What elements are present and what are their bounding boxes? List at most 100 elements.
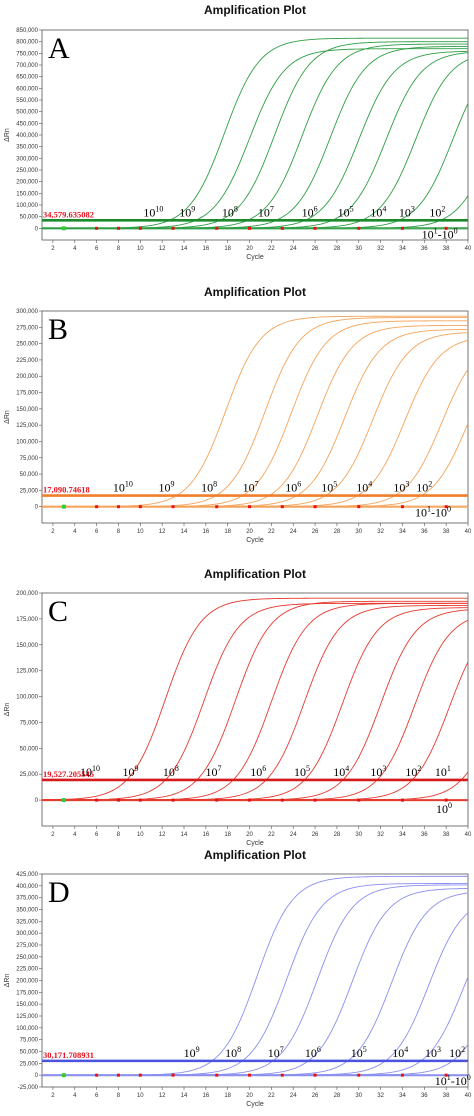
x-tick-label: 12 [159,246,166,252]
dilution-base: 10 [179,205,191,219]
x-tick-label: 4 [73,529,77,535]
range-end-base: -10 [438,227,454,241]
dilution-label: 106 [305,1045,321,1060]
panel-letter: D [48,876,70,909]
amplification-curves [42,875,468,1077]
y-tick-label: 75,000 [20,720,39,726]
dilution-base: 10 [416,481,428,495]
dilution-base: 10 [159,481,171,495]
y-tick-label: 175,000 [16,391,38,397]
x-tick-label: 38 [443,1093,450,1099]
y-tick-label: 400,000 [16,133,38,139]
x-tick-label: 22 [268,529,275,535]
dilution-range-label: 101-100 [435,1073,471,1088]
plot-title: Amplification Plot [204,3,306,17]
range-start-exponent: 1 [427,505,431,514]
baseline-marker [95,1073,99,1077]
baseline-marker [357,798,361,802]
dilution-base: 10 [268,1046,280,1060]
baseline-marker [138,226,142,230]
panel-b: Amplification Plot025,00050,00075,000100… [4,285,472,544]
dilution-base: 10 [436,802,448,816]
x-axis-label: Cycle [246,254,264,261]
dilution-base: 10 [184,1046,196,1060]
baseline-marker [215,798,219,802]
baseline-marker [116,226,120,230]
y-tick-label: 100,000 [16,439,38,445]
x-tick-label: 18 [224,529,231,535]
y-tick-label: 250,000 [16,168,38,174]
dilution-label: 102 [405,764,421,779]
dilution-label: 105 [294,764,310,779]
x-tick-label: 26 [312,529,319,535]
x-tick-label: 8 [117,832,121,838]
x-tick-label: 24 [290,529,297,535]
dilution-exponent: 7 [255,480,259,489]
dilution-label: 108 [201,480,217,495]
dilution-exponent: 0 [448,801,452,810]
baseline-marker [444,226,448,230]
dilution-exponent: 8 [234,204,238,213]
y-tick-label: 125,000 [16,423,38,429]
range-start-exponent: 1 [447,1073,451,1082]
dilution-label: 107 [205,764,221,779]
y-tick-label: 550,000 [16,98,38,104]
dilution-label: 100 [436,801,452,816]
dilution-exponent: 3 [405,480,409,489]
dilution-label: 107 [268,1045,284,1060]
dilution-exponent: 10 [92,764,100,773]
y-tick-label: 200,000 [16,979,38,985]
y-tick-label: 100,000 [16,695,38,701]
y-tick-label: 100,000 [16,203,38,209]
x-tick-label: 14 [181,246,188,252]
x-tick-label: 34 [399,1093,406,1099]
dilution-label: 104 [333,764,349,779]
dilution-label: 109 [159,480,175,495]
x-tick-label: 36 [421,1093,428,1099]
plot-area [41,29,469,241]
baseline-marker [116,1073,120,1077]
x-tick-label: 10 [137,832,144,838]
threshold-value: 34,579.635082 [43,209,94,219]
dilution-label: 108 [222,204,238,219]
y-tick-label: 350,000 [16,908,38,914]
x-tick-label: 30 [355,832,362,838]
y-tick-label: 25,000 [20,1061,39,1067]
baseline-marker [138,1073,142,1077]
baseline-marker [400,798,404,802]
y-tick-label: 50,000 [20,1050,39,1056]
x-tick-label: 14 [181,1093,188,1099]
y-tick-label: 50,000 [20,746,39,752]
dilution-exponent: 10 [125,480,133,489]
dilution-exponent: 7 [280,1045,284,1054]
range-end-base: -10 [451,1074,467,1088]
x-tick-label: 16 [203,246,210,252]
range-start-base: 10 [435,1074,447,1088]
range-end-exponent: 0 [447,505,451,514]
baseline-marker [280,798,284,802]
y-tick-label: 0 [35,505,39,511]
x-tick-label: 18 [224,1093,231,1099]
dilution-label: 106 [250,764,266,779]
dilution-base: 10 [321,481,333,495]
x-tick-label: 34 [399,832,406,838]
dilution-label: 1010 [143,204,163,219]
x-tick-label: 22 [268,1093,275,1099]
dilution-range-label: 101-100 [415,505,451,520]
x-tick-label: 12 [159,832,166,838]
x-tick-label: 12 [159,529,166,535]
x-tick-label: 6 [95,246,99,252]
y-tick-label: 25,000 [20,488,39,494]
y-tick-label: 250,000 [16,955,38,961]
dilution-label: 1010 [80,764,100,779]
y-tick-label: 450,000 [16,121,38,127]
panel-c: Amplification Plot025,00050,00075,000100… [4,567,472,847]
x-tick-label: 32 [377,832,384,838]
amplification-curves [42,597,468,802]
dilution-exponent: 1 [447,764,451,773]
x-tick-label: 22 [268,832,275,838]
x-tick-label: 30 [355,246,362,252]
dilution-label: 104 [392,1045,408,1060]
x-tick-label: 16 [203,529,210,535]
panel-letter: A [48,32,70,65]
